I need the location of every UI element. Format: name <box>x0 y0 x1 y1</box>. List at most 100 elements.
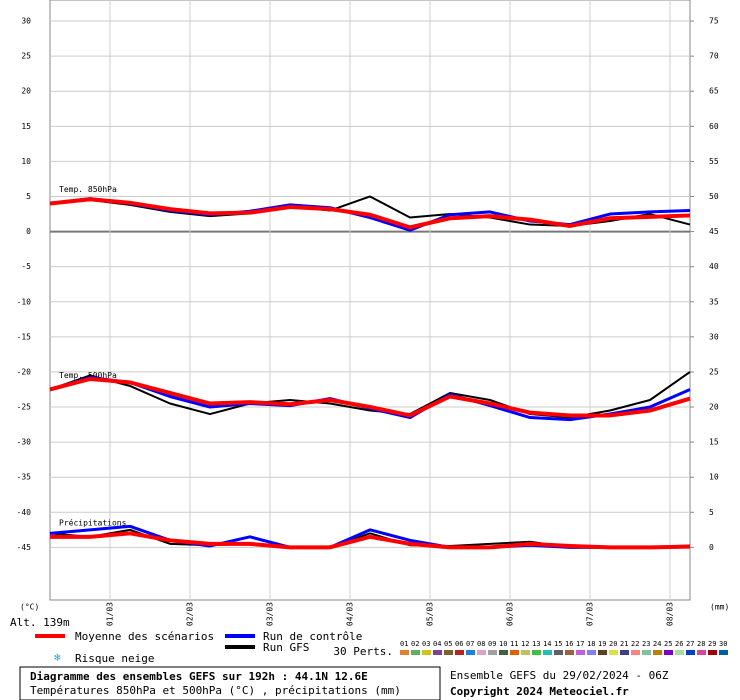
perturbation-id: 08 <box>477 640 485 648</box>
y2-tick-label: 40 <box>709 262 719 271</box>
perturbation-id: 25 <box>664 640 672 648</box>
y-tick-label: -5 <box>21 262 31 271</box>
perturbation-id: 18 <box>587 640 595 648</box>
perturbation-swatch <box>411 650 420 655</box>
perturbation-swatch <box>521 650 530 655</box>
perturbation-swatch <box>477 650 486 655</box>
y2-tick-label: 60 <box>709 122 719 131</box>
perturbation-swatch <box>719 650 728 655</box>
perturbation-id: 03 <box>422 640 430 648</box>
y2-tick-label: 20 <box>709 403 719 412</box>
snow-label: Risque neige <box>75 652 154 665</box>
series-line <box>50 531 691 550</box>
perturbation-swatch <box>466 650 475 655</box>
y-tick-label: -40 <box>17 508 32 517</box>
perturbation-swatch <box>631 650 640 655</box>
perturbation-id: 24 <box>653 640 661 648</box>
perturbation-label: 30 Perts. <box>333 645 393 658</box>
y2-tick-label: 0 <box>709 543 714 552</box>
y2-tick-label: 10 <box>709 473 719 482</box>
copyright: Copyright 2024 Meteociel.fr <box>450 685 629 698</box>
perturbation-swatch <box>433 650 442 655</box>
y2-tick-label: 30 <box>709 332 719 341</box>
perturbation-id: 10 <box>499 640 507 648</box>
perturbation-swatch <box>609 650 618 655</box>
perturbation-swatch <box>653 650 662 655</box>
perturbation-id: 17 <box>576 640 584 648</box>
panel-label: Précipitations <box>59 517 127 527</box>
y2-tick-label: 65 <box>709 87 719 96</box>
snow-icon: ❄ <box>54 651 61 664</box>
perturbation-id: 27 <box>686 640 694 648</box>
perturbation-id: 09 <box>488 640 496 648</box>
panel-label: Temp. 850hPa <box>59 185 117 194</box>
altitude: Alt. 139m <box>10 616 70 629</box>
perturbation-id: 26 <box>675 640 683 648</box>
perturbation-swatch <box>576 650 585 655</box>
x-tick-label: 07/03 <box>586 602 595 626</box>
y2-tick-label: 55 <box>709 157 719 166</box>
perturbation-id: 19 <box>598 640 606 648</box>
perturbation-swatch <box>598 650 607 655</box>
y-tick-label: -45 <box>17 543 32 552</box>
plot-area <box>49 0 691 601</box>
perturbation-swatch <box>697 650 706 655</box>
perturbation-swatch <box>510 650 519 655</box>
y-tick-label: 0 <box>26 227 31 236</box>
perturbation-id: 15 <box>554 640 562 648</box>
perturbation-id: 04 <box>433 640 441 648</box>
perturbation-id: 06 <box>455 640 463 648</box>
perturbation-id: 02 <box>411 640 419 648</box>
perturbation-swatch <box>455 650 464 655</box>
x-tick-label: 08/03 <box>666 602 675 626</box>
y-tick-label: 25 <box>21 52 31 61</box>
y2-tick-label: 50 <box>709 192 719 201</box>
perturbation-id: 07 <box>466 640 474 648</box>
perturbation-swatch <box>532 650 541 655</box>
x-tick-label: 02/03 <box>186 602 195 626</box>
perturbation-id: 21 <box>620 640 628 648</box>
perturbation-swatch <box>565 650 574 655</box>
y-tick-label: -10 <box>17 297 32 306</box>
perturbation-swatch <box>543 650 552 655</box>
x-tick-label: 04/03 <box>346 602 355 626</box>
perturbation-id: 14 <box>543 640 551 648</box>
perturbation-id: 23 <box>642 640 650 648</box>
perturbation-id: 20 <box>609 640 617 648</box>
y-tick-label: -30 <box>17 438 32 447</box>
y-tick-label: -15 <box>17 332 32 341</box>
y2-axis-label: (mm) <box>710 603 729 612</box>
perturbation-id: 13 <box>532 640 540 648</box>
perturbation-swatch <box>400 650 409 655</box>
y2-tick-label: 45 <box>709 227 719 236</box>
perturbation-swatch <box>642 650 651 655</box>
y-tick-label: 20 <box>21 87 31 96</box>
y-tick-label: -35 <box>17 473 32 482</box>
title: Diagramme des ensembles GEFS sur 192h : … <box>30 670 368 683</box>
y-tick-label: 10 <box>21 157 31 166</box>
x-tick-label: 05/03 <box>426 602 435 626</box>
perturbation-id: 22 <box>631 640 639 648</box>
y-axis-label: (°C) <box>20 603 39 612</box>
y-tick-label: 30 <box>21 17 31 26</box>
y2-tick-label: 75 <box>709 17 719 26</box>
perturbation-swatch <box>675 650 684 655</box>
x-tick-label: 03/03 <box>266 602 275 626</box>
perturbation-swatch <box>554 650 563 655</box>
perturbation-id: 16 <box>565 640 573 648</box>
perturbation-swatch <box>444 650 453 655</box>
perturbation-id: 28 <box>697 640 705 648</box>
legend-label: Run GFS <box>263 641 309 654</box>
perturbation-id: 30 <box>719 640 727 648</box>
y2-tick-label: 25 <box>709 367 719 376</box>
perturbation-id: 05 <box>444 640 452 648</box>
y2-tick-label: 15 <box>709 438 719 447</box>
perturbation-swatch <box>587 650 596 655</box>
y2-tick-label: 35 <box>709 297 719 306</box>
perturbation-id: 11 <box>510 640 518 648</box>
perturbation-id: 12 <box>521 640 529 648</box>
y-tick-label: 15 <box>21 122 31 131</box>
perturbation-id: 29 <box>708 640 716 648</box>
legend-label: Moyenne des scénarios <box>75 630 214 643</box>
